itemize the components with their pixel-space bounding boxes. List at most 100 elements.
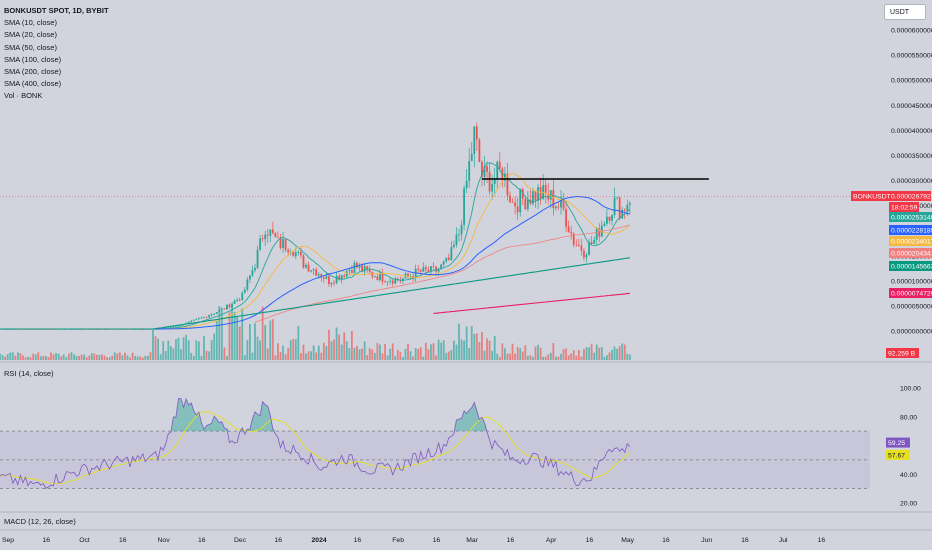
indicator-sma100[interactable]: SMA (100, close) xyxy=(4,54,62,64)
volume-bar xyxy=(164,350,167,360)
volume-bar xyxy=(613,346,616,360)
volume-bar xyxy=(4,356,6,360)
volume-bar xyxy=(343,332,346,360)
indicator-sma50[interactable]: SMA (50, close) xyxy=(4,42,57,52)
volume-bar xyxy=(590,343,593,360)
volume-bar xyxy=(259,340,261,360)
macd-label[interactable]: MACD (12, 26, close) xyxy=(4,517,76,526)
volume-bar xyxy=(6,354,9,360)
candle-body xyxy=(233,300,236,304)
volume-bar xyxy=(595,344,598,360)
volume-bar xyxy=(524,345,527,360)
volume-bar xyxy=(32,353,35,360)
volume-bar xyxy=(215,321,218,360)
volume-bar xyxy=(60,356,63,360)
volume-bar xyxy=(498,356,501,360)
candle-body xyxy=(338,275,341,280)
indicator-sma400[interactable]: SMA (400, close) xyxy=(4,79,62,89)
indicator-sma200[interactable]: SMA (200, close) xyxy=(4,67,62,77)
candle-body xyxy=(386,281,389,283)
candle-body xyxy=(167,327,170,329)
candle-body xyxy=(595,228,598,240)
volume-bar xyxy=(394,355,397,360)
volume-bar xyxy=(427,349,430,360)
candle-body xyxy=(254,267,256,271)
volume-bar xyxy=(567,355,570,360)
symbol-title[interactable]: BONKUSDT SPOT, 1D, BYBIT xyxy=(4,6,109,15)
sma20-tag-value: 0.0000234017 xyxy=(891,239,932,246)
volume-bar xyxy=(598,347,601,360)
volume-bar xyxy=(570,353,573,360)
rsi-value-text: 59.25 xyxy=(888,440,905,447)
candle-body xyxy=(611,215,613,221)
volume-bar xyxy=(62,354,65,360)
candle-body xyxy=(249,275,251,280)
candle-body xyxy=(164,327,167,329)
price-tick-label: 0.0000450000 xyxy=(891,103,932,110)
volume-bar xyxy=(562,349,565,360)
candle-body xyxy=(305,264,307,268)
volume-bar xyxy=(136,356,139,360)
time-tick-label: Sep xyxy=(2,537,14,544)
candle-body xyxy=(417,268,420,271)
volume-bar xyxy=(600,347,603,360)
candle-body xyxy=(333,282,335,284)
candle-body xyxy=(440,264,443,269)
volume-bar xyxy=(414,348,417,360)
candle-body xyxy=(198,318,200,320)
time-tick-label: 16 xyxy=(662,537,670,544)
volume-bar xyxy=(437,339,440,360)
time-tick-label: Apr xyxy=(546,537,557,544)
rsi-line xyxy=(0,397,631,489)
candle-body xyxy=(228,304,231,308)
volume-bar xyxy=(470,326,473,360)
volume-bar xyxy=(198,341,200,360)
candle-body xyxy=(335,275,338,284)
volume-bar xyxy=(78,355,80,360)
candle-body xyxy=(236,299,239,301)
volume-bar xyxy=(585,347,588,360)
candle-body xyxy=(496,161,499,179)
candle-body xyxy=(465,180,468,189)
indicator-volume[interactable]: Vol · BONK xyxy=(4,91,43,101)
candle-body xyxy=(567,226,570,233)
candle-body xyxy=(353,262,356,274)
rsi-ma-value-text: 57.67 xyxy=(888,452,905,459)
candle-body xyxy=(312,269,315,271)
rsi-value-tag xyxy=(886,437,910,448)
price-tick-label: 0.0000350000 xyxy=(891,153,932,160)
rsi-tick-label: 20.00 xyxy=(900,501,917,508)
indicator-sma20[interactable]: SMA (20, close) xyxy=(4,30,57,40)
candle-body xyxy=(458,234,460,236)
time-axis[interactable]: Sep 16 Oct 16 Nov 16 Dec 16 2024 16 Feb 16 Mar 16 Apr 1… xyxy=(2,537,825,544)
volume-bar xyxy=(93,353,96,360)
volume-bar xyxy=(391,343,394,360)
volume-bar xyxy=(162,341,165,360)
rsi-tick-label: 100.00 xyxy=(900,386,921,393)
symbol-price-tag[interactable] xyxy=(851,191,931,201)
rsi-label[interactable]: RSI (14, close) xyxy=(4,369,54,378)
volume-bar xyxy=(289,340,292,360)
indicator-sma10[interactable]: SMA (10, close) xyxy=(4,18,57,28)
candle-body xyxy=(218,309,221,312)
candle-body xyxy=(213,313,216,315)
candle-body xyxy=(241,292,244,301)
candle-body xyxy=(274,233,277,238)
candle-body xyxy=(455,234,458,245)
volume-bar xyxy=(205,350,208,360)
sma50-tag xyxy=(889,225,932,235)
volume-bar xyxy=(19,353,22,360)
volume-bar xyxy=(526,355,529,360)
candle-body xyxy=(468,160,471,181)
price-axis[interactable]: 0.0000600000 0.0000550000 0.0000500000 0.00… xyxy=(851,28,932,359)
candle-body xyxy=(340,275,343,280)
volume-bar xyxy=(611,349,613,360)
sma100-tag xyxy=(889,248,932,258)
currency-button[interactable]: USDT xyxy=(884,4,926,20)
candle-body xyxy=(475,126,478,140)
candle-body xyxy=(483,166,486,178)
candle-body xyxy=(266,234,269,236)
volume-bar xyxy=(246,339,249,360)
volume-bar xyxy=(187,340,190,360)
